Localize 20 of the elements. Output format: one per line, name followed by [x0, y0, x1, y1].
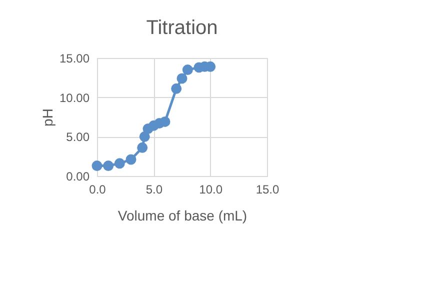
y-tick-label: 15.00 [59, 52, 90, 66]
point [92, 160, 102, 172]
x-tick-label: 15.0 [256, 182, 280, 196]
point [137, 142, 148, 153]
point [171, 83, 182, 94]
point [103, 160, 114, 172]
x-axis-title: Volume of base (mL) [118, 208, 248, 224]
y-tick-label: 0.00 [66, 170, 90, 184]
point [114, 158, 125, 169]
point [176, 73, 188, 84]
y-axis-title: pH [39, 108, 56, 126]
x-tick-label: 0.0 [89, 182, 106, 196]
y-tick-label: 10.00 [59, 90, 90, 105]
x-tick-label: 5.0 [146, 182, 163, 196]
point [160, 116, 170, 127]
point [182, 64, 193, 76]
point [126, 154, 136, 165]
chart-title: Titration [146, 17, 218, 39]
x-tick-label: 10.0 [199, 182, 223, 196]
y-tick-label: 5.00 [66, 130, 90, 144]
